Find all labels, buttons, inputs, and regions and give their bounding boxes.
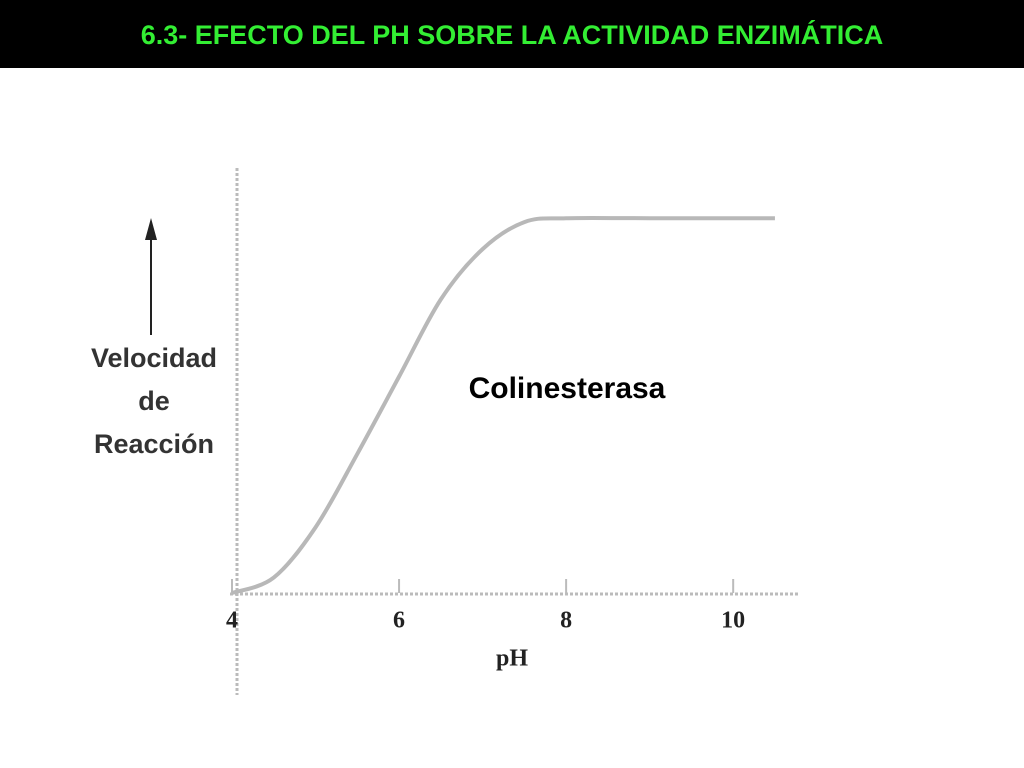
y-axis-label: de [138, 386, 170, 416]
curve [231, 215, 775, 595]
x-tick-label: 8 [560, 608, 572, 634]
y-axis-label: Velocidad [91, 343, 217, 373]
x-tick-label: 6 [393, 608, 405, 634]
slide-title: 6.3- EFECTO DEL PH SOBRE LA ACTIVIDAD EN… [141, 19, 884, 50]
y-arrow-head [145, 218, 157, 240]
title-bar [0, 0, 1024, 68]
x-tick-label: 10 [721, 608, 745, 634]
y-axis-label: Reacción [94, 429, 214, 459]
x-axis-label: pH [496, 646, 528, 672]
x-tick-label: 4 [226, 608, 238, 634]
curve-label: Colinesterasa [469, 372, 666, 405]
